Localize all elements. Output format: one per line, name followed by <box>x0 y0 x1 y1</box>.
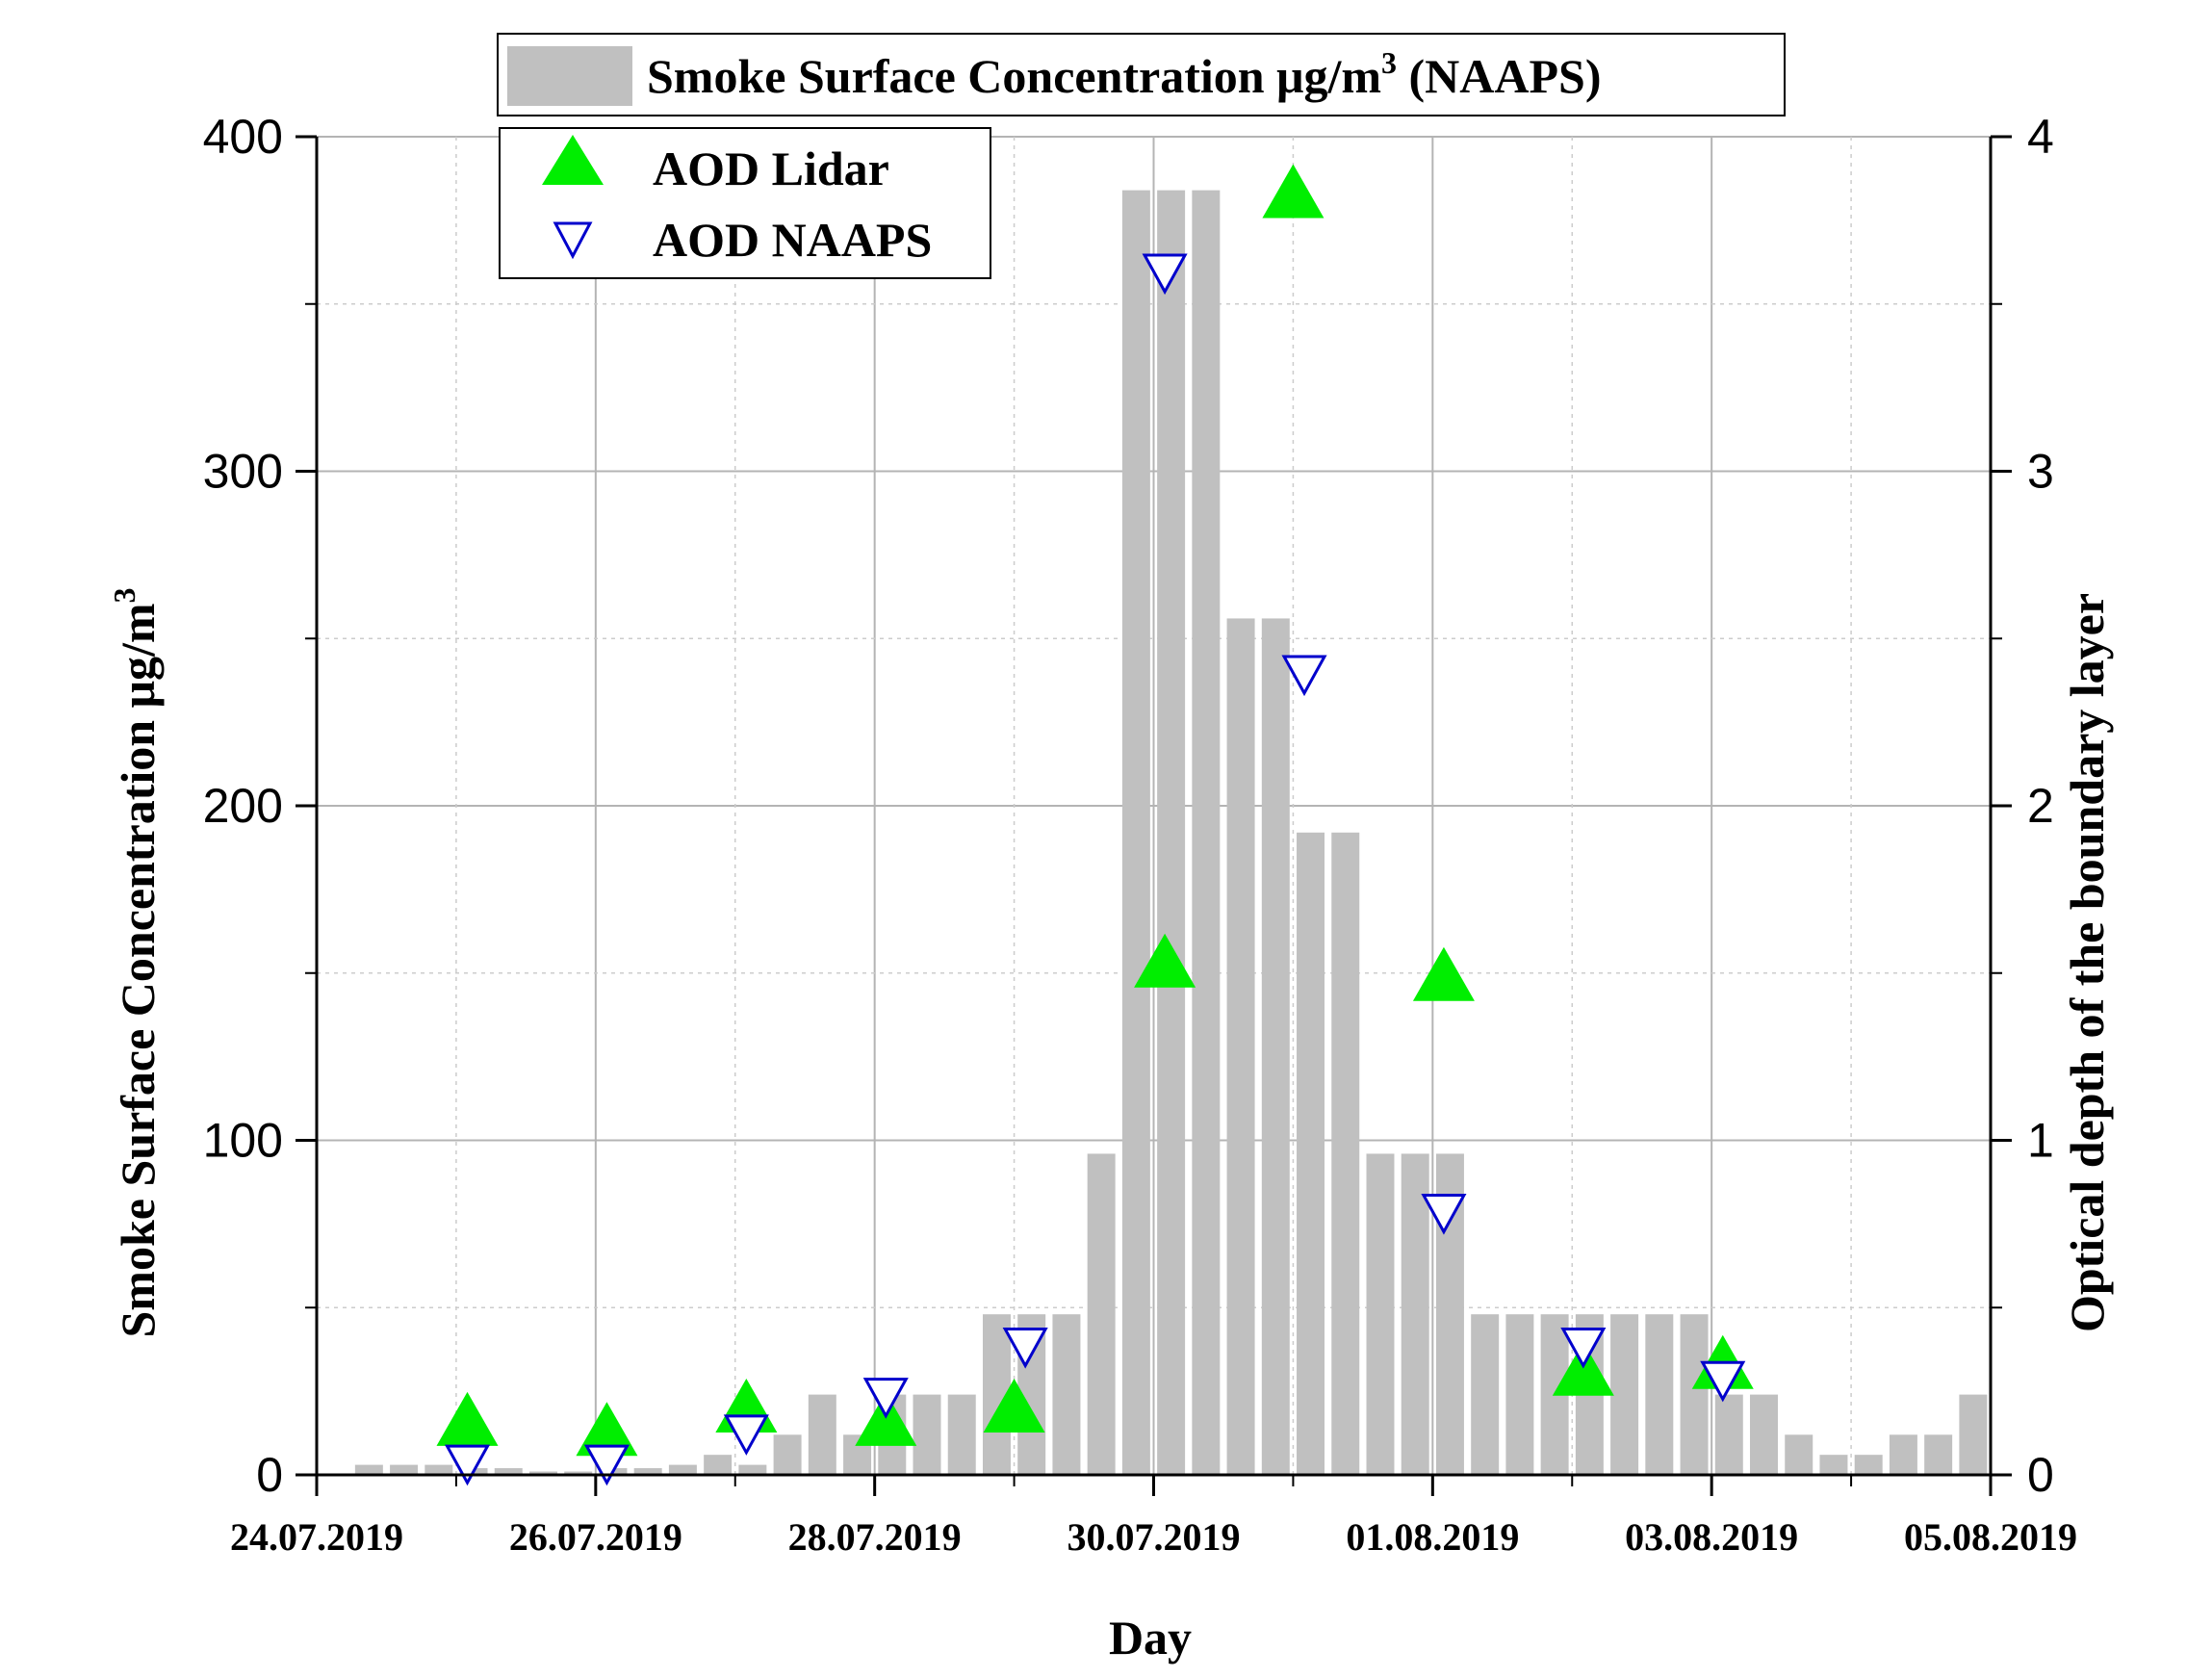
bar <box>1889 1434 1917 1475</box>
y2-tick-label: 1 <box>2027 1114 2054 1168</box>
bar <box>1157 190 1186 1476</box>
bar <box>1819 1455 1848 1475</box>
y-axis-title-text: Smoke Surface Concentration μg/m <box>111 604 165 1338</box>
bar <box>1959 1394 1988 1475</box>
naaps-point <box>1560 1327 1607 1369</box>
bar <box>1297 832 1325 1475</box>
bar <box>704 1455 733 1475</box>
y2-tick-label: 0 <box>2027 1448 2054 1502</box>
bar <box>564 1471 593 1475</box>
x-tick-label: 30.07.2019 <box>1067 1515 1241 1559</box>
bar <box>1471 1314 1500 1475</box>
tick-labels: 0 100 200 300 400 0 1 2 3 4 24.07.2019 26.07.2019 28… <box>203 110 2077 1559</box>
bar <box>1192 190 1221 1476</box>
legend-bar-box <box>497 33 1786 116</box>
naaps-point <box>444 1444 491 1486</box>
x-tick-label: 26.07.2019 <box>509 1515 682 1559</box>
bar <box>1226 618 1255 1475</box>
bar <box>1261 618 1290 1475</box>
y-tick-label: 400 <box>203 110 283 164</box>
lidar-point <box>436 1391 499 1446</box>
legend-bar-label-prefix: Smoke Surface Concentration μg/m <box>647 49 1381 103</box>
bar <box>528 1471 557 1475</box>
x-tick-label: 24.07.2019 <box>230 1515 403 1559</box>
bar <box>1401 1153 1429 1475</box>
legend-markers: AOD Lidar AOD NAAPS <box>499 127 991 279</box>
legend-bar: Smoke Surface Concentration μg/m3 (NAAPS… <box>497 33 1786 116</box>
bar <box>354 1464 383 1475</box>
axes <box>296 135 2012 1496</box>
legend-bar-label: Smoke Surface Concentration μg/m3 (NAAPS… <box>647 45 1601 103</box>
y2-tick-label: 3 <box>2027 445 2054 499</box>
lidar-point <box>1134 933 1196 988</box>
y-axis-title: Smoke Surface Concentration μg/m3 <box>107 588 165 1338</box>
naaps-point <box>723 1414 769 1456</box>
x-tick-label: 28.07.2019 <box>788 1515 962 1559</box>
legend-naaps-label: AOD NAAPS <box>653 213 932 267</box>
legend-bar-label-sup: 3 <box>1381 45 1397 80</box>
bar <box>1854 1455 1883 1475</box>
bar <box>390 1464 419 1475</box>
naaps-point <box>1002 1327 1048 1369</box>
bar <box>668 1464 697 1475</box>
bar <box>1714 1394 1743 1475</box>
y-tick-label: 300 <box>203 445 283 499</box>
bar <box>808 1394 836 1475</box>
bar <box>633 1468 662 1475</box>
legend-bar-label-suffix: (NAAPS) <box>1397 49 1601 103</box>
x-tick-label: 01.08.2019 <box>1346 1515 1519 1559</box>
bar <box>1121 190 1150 1476</box>
bar <box>1610 1314 1639 1475</box>
bar <box>913 1394 941 1475</box>
lidar-point <box>576 1402 638 1457</box>
y2-tick-label: 2 <box>2027 779 2054 833</box>
naaps-point <box>862 1378 909 1419</box>
naaps-point <box>1700 1360 1746 1403</box>
bar <box>1645 1314 1674 1475</box>
bar <box>738 1464 767 1475</box>
lidar-point <box>1552 1341 1614 1396</box>
bar <box>1087 1153 1116 1475</box>
naaps-point <box>1421 1193 1467 1235</box>
bar <box>1924 1434 1953 1475</box>
lidar-point <box>855 1391 917 1446</box>
bar <box>773 1434 802 1475</box>
y-tick-label: 0 <box>256 1448 283 1502</box>
y2-axis-title: Optical depth of the boundary layer <box>2060 593 2114 1332</box>
bar <box>1331 832 1360 1475</box>
markers <box>436 164 1754 1486</box>
legend-lidar-label: AOD Lidar <box>653 142 889 195</box>
x-tick-label: 03.08.2019 <box>1625 1515 1798 1559</box>
bar <box>424 1464 453 1475</box>
bars <box>354 190 1988 1476</box>
naaps-point <box>583 1444 630 1486</box>
bar <box>1680 1314 1709 1475</box>
naaps-point <box>1281 655 1327 697</box>
legend-lidar-marker <box>542 135 604 185</box>
bar <box>494 1468 523 1475</box>
bar <box>1750 1394 1779 1475</box>
x-axis-title: Day <box>1109 1611 1192 1665</box>
y-tick-label: 100 <box>203 1114 283 1168</box>
legend-naaps-marker <box>553 221 593 260</box>
lidar-point <box>1412 946 1475 1001</box>
x-tick-label: 05.08.2019 <box>1904 1515 2077 1559</box>
lidar-point <box>983 1378 1045 1433</box>
bar <box>947 1394 976 1475</box>
lidar-point <box>1262 164 1325 219</box>
bar <box>1052 1314 1081 1475</box>
y-tick-label: 200 <box>203 779 283 833</box>
y2-tick-label: 4 <box>2027 110 2054 164</box>
legend-bar-swatch <box>507 46 632 106</box>
y-axis-title-sup: 3 <box>107 588 141 604</box>
bar <box>1785 1434 1813 1475</box>
naaps-point <box>1142 253 1188 296</box>
bar <box>1505 1314 1534 1475</box>
bar <box>1366 1153 1395 1475</box>
